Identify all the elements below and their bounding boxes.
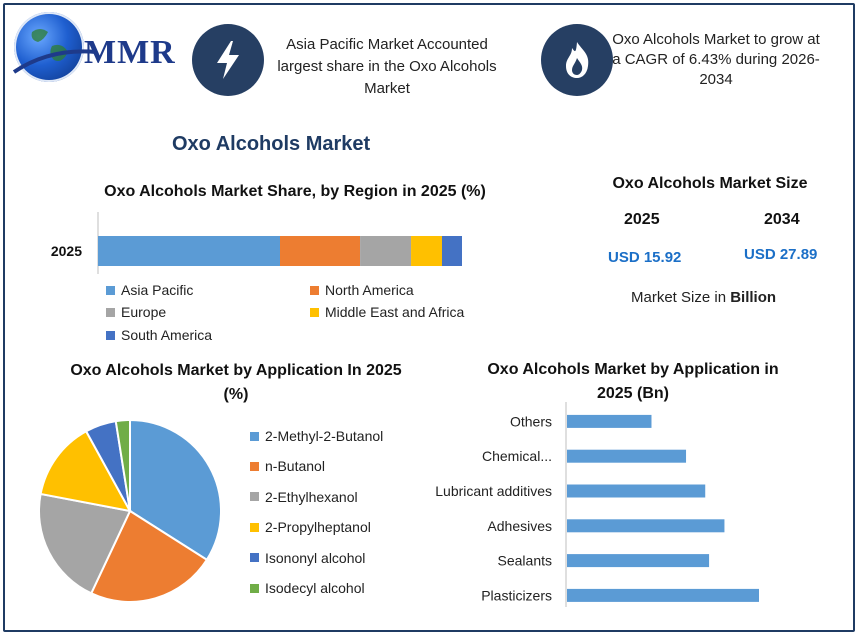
header-left-text: Asia Pacific Market Accounted largest sh… bbox=[277, 36, 497, 97]
pie-legend-item-n-butanol: n-Butanol bbox=[250, 458, 325, 474]
application-bar-title: Oxo Alcohols Market by Application in 20… bbox=[487, 361, 779, 402]
legend-label: 2-Propylheptanol bbox=[265, 519, 371, 536]
legend-label: Middle East and Africa bbox=[325, 304, 465, 320]
market-size-year-2034: 2034 bbox=[764, 211, 800, 228]
legend-swatch bbox=[250, 553, 259, 563]
market-size-note-prefix: Market Size in bbox=[631, 289, 731, 306]
pie-legend-item-isononyl-alcohol: Isononyl alcohol bbox=[250, 550, 365, 566]
application-bar-label-adhesives: Adhesives bbox=[487, 518, 552, 534]
legend-swatch bbox=[106, 285, 115, 295]
legend-swatch bbox=[250, 522, 259, 532]
pie-legend-item-isodecyl-alcohol: Isodecyl alcohol bbox=[250, 580, 365, 596]
market-size-note-unit: Billion bbox=[730, 289, 777, 306]
application-bar-label-chemical: Chemical... bbox=[482, 448, 552, 464]
pie-slice-2-propylheptanol bbox=[39, 429, 132, 513]
legend-label: South America bbox=[121, 327, 213, 343]
globe-logo-icon bbox=[14, 12, 84, 82]
market-size-year-2025: 2025 bbox=[624, 211, 660, 228]
region-legend-item-middle-east-and-africa: Middle East and Africa bbox=[310, 304, 464, 320]
legend-swatch bbox=[250, 492, 259, 502]
application-bar-plasticizers bbox=[567, 588, 759, 602]
legend-label: Isodecyl alcohol bbox=[265, 580, 365, 596]
legend-swatch bbox=[250, 461, 259, 471]
lightning-icon bbox=[192, 24, 264, 96]
pie-legend-item-2-methyl-2-butanol: 2-Methyl-2-Butanol bbox=[250, 428, 383, 444]
region-bar-north-america bbox=[280, 236, 361, 266]
application-bar-others bbox=[567, 414, 652, 428]
application-bar-chemical bbox=[567, 449, 687, 463]
legend-label: n-Butanol bbox=[265, 458, 325, 475]
application-pie-title: Oxo Alcohols Market by Application In 20… bbox=[70, 362, 402, 403]
application-bar-label-sealants: Sealants bbox=[498, 553, 552, 569]
application-bar-lubricant-additives bbox=[567, 484, 706, 498]
pie-legend-item-2-ethylhexanol: 2-Ethylhexanol bbox=[250, 489, 358, 505]
legend-swatch bbox=[250, 583, 259, 593]
legend-swatch bbox=[310, 285, 319, 295]
market-size-note: Market Size in Billion bbox=[631, 289, 776, 306]
pie-slice-2-ethylhexanol bbox=[38, 492, 132, 595]
region-bar-asia-pacific bbox=[98, 236, 280, 266]
legend-label: North America bbox=[325, 282, 414, 298]
region-category-label: 2025 bbox=[51, 243, 82, 259]
legend-label: Asia Pacific bbox=[121, 282, 194, 298]
legend-swatch bbox=[106, 307, 115, 317]
application-bar-label-lubricant-additives: Lubricant additives bbox=[435, 483, 552, 499]
application-bar-label-plasticizers: Plasticizers bbox=[481, 587, 552, 603]
legend-label: 2-Methyl-2-Butanol bbox=[265, 428, 384, 444]
region-bar-europe bbox=[360, 236, 412, 266]
application-bar-sealants bbox=[567, 554, 710, 568]
application-pie-chart bbox=[38, 418, 222, 603]
region-chart-title: Oxo Alcohols Market Share, by Region in … bbox=[104, 183, 486, 200]
region-bar-middle-east-and-africa bbox=[411, 236, 442, 266]
pie-legend-item-2-propylheptanol: 2-Propylheptanol bbox=[250, 519, 371, 535]
main-title: Oxo Alcohols Market bbox=[172, 133, 371, 155]
header-right-text: Oxo Alcohols Market to grow at a CAGR of… bbox=[612, 31, 820, 88]
application-bar-label-others: Others bbox=[510, 413, 552, 429]
legend-label: 2-Ethylhexanol bbox=[265, 488, 358, 505]
application-bar-adhesives bbox=[567, 519, 725, 533]
logo-swoosh-icon bbox=[12, 49, 97, 74]
region-bar-south-america bbox=[441, 236, 462, 266]
legend-label: Isononyl alcohol bbox=[265, 549, 366, 566]
pie-slice-isodecyl-alcohol bbox=[114, 418, 131, 512]
market-size-value-2025: USD 15.92 bbox=[608, 249, 682, 266]
legend-swatch bbox=[106, 330, 115, 340]
region-legend-item-europe: Europe bbox=[106, 304, 166, 320]
flame-icon bbox=[541, 24, 613, 96]
market-size-value-2034: USD 27.89 bbox=[744, 246, 818, 263]
legend-swatch bbox=[250, 431, 259, 441]
application-bar-chart: Others Chemical... Lubricant additives Adhe… bbox=[435, 402, 759, 607]
region-stacked-bar-chart: 2025 bbox=[51, 212, 462, 274]
region-legend-item-asia-pacific: Asia Pacific bbox=[106, 282, 193, 298]
brand-logo-text: MMR bbox=[84, 34, 176, 71]
region-legend-item-north-america: North America bbox=[310, 282, 414, 298]
region-legend-item-south-america: South America bbox=[106, 327, 212, 343]
market-size-title: Oxo Alcohols Market Size bbox=[612, 175, 808, 192]
legend-label: Europe bbox=[121, 304, 167, 320]
legend-swatch bbox=[310, 307, 319, 317]
